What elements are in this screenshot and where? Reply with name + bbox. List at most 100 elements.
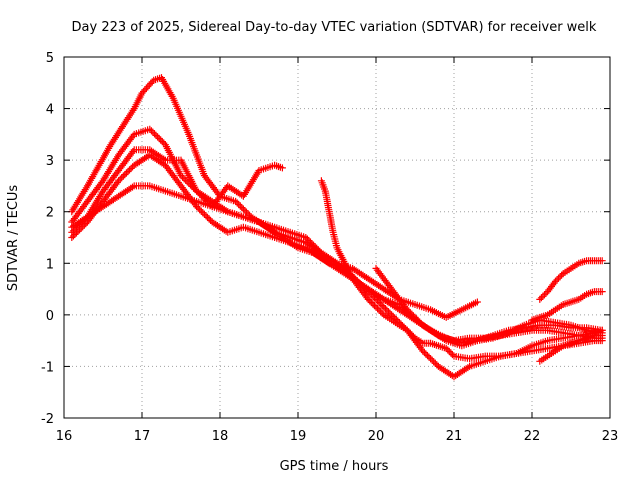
x-tick-label: 17 [134,429,151,444]
data-point [232,197,240,205]
data-point [416,318,424,326]
data-point [177,172,185,180]
y-axis-label: SDTVAR / TECUs [6,185,21,292]
x-tick-label: 16 [56,429,73,444]
data-point [553,276,561,284]
data-point [409,312,417,320]
data-point [473,298,481,306]
data-point [193,203,201,211]
data-point [424,352,431,360]
data-point [598,332,606,339]
data-point [598,257,606,265]
data-point [73,229,80,237]
data-point [378,309,386,317]
data-point [147,127,155,135]
data-point [200,210,208,218]
data-point [406,309,414,317]
data-point [378,302,386,310]
data-point [375,299,383,306]
data-point [194,204,202,212]
data-point [236,202,244,210]
data-point [151,130,158,138]
y-tick-label: -2 [41,412,54,427]
data-point [427,355,435,363]
data-point [556,273,564,281]
data-point [149,128,157,136]
data-point [405,328,413,336]
data-point [403,326,411,334]
data-point [204,213,211,221]
series-track-7 [372,264,606,345]
data-point [239,205,247,213]
data-point [422,350,430,358]
data-point [430,358,438,366]
y-tick-label: -1 [41,360,54,375]
data-point [115,177,123,185]
data-point [243,208,250,216]
plot-frame [63,56,611,419]
data-point [185,179,193,187]
data-point [152,131,160,139]
data-point [364,295,372,303]
data-point [464,364,472,372]
grid [64,57,610,418]
x-tick-label: 20 [368,429,385,444]
y-tick-label: 4 [46,103,54,118]
data-point [188,182,196,190]
data-point [233,199,241,207]
data-point [420,349,428,356]
data-point [235,201,243,208]
data-point [124,168,132,175]
data-point [278,164,286,172]
data-point [241,207,249,215]
data-point [381,305,389,313]
series-track-10 [536,332,606,365]
data-point [408,331,416,339]
data-point [122,169,130,177]
data-point [79,223,87,231]
x-tick-label: 19 [290,429,307,444]
data-point [406,329,414,337]
data-point [377,308,385,316]
data-point [98,179,106,186]
data-point [541,291,548,299]
y-tick-label: 5 [46,51,54,66]
data-point [374,305,382,313]
data-point [190,184,197,192]
data-point [414,317,422,324]
x-axis-label: GPS time / hours [280,459,389,474]
series-track-9 [528,288,606,324]
y-tick-label: 2 [46,206,54,221]
data-point [202,212,210,220]
data-point [157,136,165,144]
y-tick-label: 1 [46,257,54,272]
data-point [447,349,455,357]
data-point [411,313,419,321]
data-point [154,133,162,141]
x-tick-label: 22 [524,429,541,444]
data-point [69,232,77,240]
data-point [370,302,378,310]
data-point [555,274,562,282]
data-point [127,164,135,172]
data-point [182,176,190,184]
chart-title: Day 223 of 2025, Sidereal Day-to-day VTE… [72,20,597,35]
series-track-6 [317,177,606,363]
data-point [598,288,606,296]
data-point [380,303,388,311]
x-tick-label: 21 [446,429,463,444]
data-point [238,204,246,212]
data-point [71,230,79,238]
data-point [375,306,383,314]
data-point [366,297,374,305]
data-point [428,356,436,364]
data-point [408,310,416,318]
data-point [536,295,544,303]
data-point [445,348,453,355]
data-point [155,135,163,142]
data-point [383,306,391,314]
data-point [158,138,166,146]
